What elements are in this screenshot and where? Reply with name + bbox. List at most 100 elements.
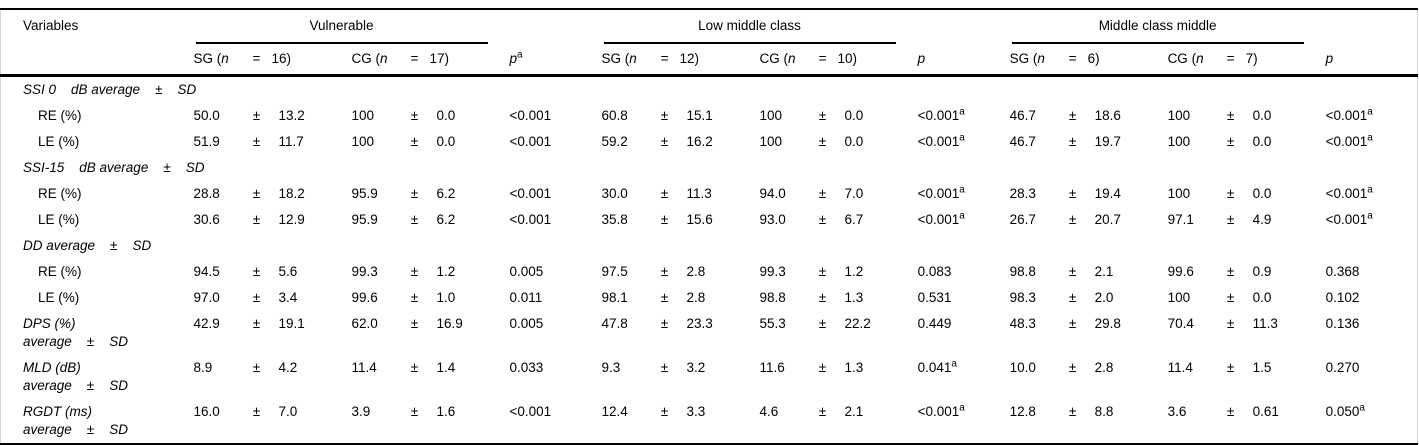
plus-minus-sign: ± <box>410 212 419 227</box>
sg-sd: 2.8 <box>1094 360 1114 375</box>
sg-sd: 3.3 <box>686 404 706 419</box>
sg-header: SG (n <box>601 44 650 77</box>
plus-minus-sign: ± <box>252 134 261 149</box>
row-label-line1: LE (%) <box>38 212 80 227</box>
plus-minus-sign: ± <box>410 316 419 331</box>
cg-mean: 99.6 <box>351 290 378 305</box>
n-symbol: n <box>1037 51 1045 66</box>
sub-header-row: SG (n = 16) CG (n = 17) pa SG (n = 12) C… <box>1 44 1418 77</box>
sg-n-count: 12) <box>679 44 760 77</box>
group-title: Low middle class <box>698 18 801 33</box>
plus-minus-sign: ± <box>1226 264 1235 279</box>
plus-minus-sign: ± <box>660 264 669 279</box>
cg-mean: 55.3 <box>759 316 786 331</box>
plus-minus-sign: ± <box>410 186 419 201</box>
row-label-line1: LE (%) <box>38 290 80 305</box>
sg-sd: 18.6 <box>1094 108 1121 123</box>
sg-sd: 23.3 <box>686 316 713 331</box>
cg-sd: 0.9 <box>1252 264 1272 279</box>
sg-mean: 28.8 <box>193 186 220 201</box>
section-label: DD average ± SD <box>23 238 152 253</box>
equals-sign: = <box>807 44 838 77</box>
plus-minus-sign: ± <box>252 290 261 305</box>
cg-mean: 99.3 <box>759 264 786 279</box>
sg-sd: 20.7 <box>1094 212 1121 227</box>
section-row: SSI-15 dB average ± SD <box>1 155 1418 181</box>
footnote-marker: a <box>959 210 965 222</box>
plus-minus-sign: ± <box>1226 212 1235 227</box>
table-row: RGDT (ms) average ± SD 16.0 ±7.0 3.9 ±1.6 <0.0… <box>1 399 1418 444</box>
equals-sign: = <box>1057 44 1088 77</box>
plus-minus-sign: ± <box>1068 134 1077 149</box>
sg-sd: 2.0 <box>1094 290 1114 305</box>
sg-sd: 15.6 <box>686 212 713 227</box>
row-label-line1: MLD (dB) <box>23 360 81 375</box>
p-value: 0.270 <box>1325 360 1360 375</box>
p-value: <0.001 <box>509 212 552 227</box>
p-value: <0.001a <box>917 210 965 227</box>
table-row: LE (%) 30.6 ±12.9 95.9 ±6.2 <0.001 35.8 ±15.6 93… <box>1 207 1418 233</box>
sg-sd: 19.7 <box>1094 134 1121 149</box>
footnote-marker: a <box>517 49 523 61</box>
group-title: Vulnerable <box>309 18 374 33</box>
plus-minus-sign: ± <box>660 404 669 419</box>
plus-minus-sign: ± <box>660 290 669 305</box>
sg-sd: 2.8 <box>686 290 706 305</box>
sg-mean: 10.0 <box>1009 360 1036 375</box>
cg-sd: 0.61 <box>1252 404 1279 419</box>
sg-mean: 47.8 <box>601 316 628 331</box>
cg-mean: 98.8 <box>759 290 786 305</box>
plus-minus-sign: ± <box>660 212 669 227</box>
sg-sd: 8.8 <box>1094 404 1114 419</box>
row-label: RGDT (ms) average ± SD <box>1 399 194 444</box>
p-header: pa <box>509 44 602 77</box>
sg-sd: 16.2 <box>686 134 713 149</box>
p-column-spacer <box>510 9 602 44</box>
cg-mean: 100 <box>759 108 783 123</box>
plus-minus-sign: ± <box>660 108 669 123</box>
cg-sd: 1.6 <box>436 404 456 419</box>
n-symbol: n <box>221 51 229 66</box>
cg-sd: 16.9 <box>436 316 463 331</box>
table-row: RE (%) 94.5 ±5.6 99.3 ±1.2 0.005 97.5 ±2.8 99.3 ±… <box>1 259 1418 285</box>
table-row: LE (%) 51.9 ±11.7 100 ±0.0 <0.001 59.2 ±16.2 100… <box>1 129 1418 155</box>
p-value: 0.005 <box>509 264 544 279</box>
row-label-line2: average ± SD <box>23 334 128 349</box>
sg-mean: 94.5 <box>193 264 220 279</box>
plus-minus-sign: ± <box>410 108 419 123</box>
cg-sd: 1.2 <box>844 264 864 279</box>
plus-minus-sign: ± <box>818 212 827 227</box>
sg-mean: 59.2 <box>601 134 628 149</box>
footnote-marker: a <box>1367 210 1373 222</box>
p-value: <0.001 <box>509 134 552 149</box>
cg-sd: 6.7 <box>844 212 864 227</box>
row-label: LE (%) <box>1 207 194 233</box>
equals-sign: = <box>1215 44 1246 77</box>
cg-mean: 62.0 <box>351 316 378 331</box>
row-label: RE (%) <box>1 259 194 285</box>
cg-sd: 1.3 <box>844 290 864 305</box>
table-row: RE (%) 50.0 ±13.2 100 ±0.0 <0.001 60.8 ±15.1 100… <box>1 103 1418 129</box>
sg-mean: 9.3 <box>601 360 621 375</box>
group-header-low-middle-class: Low middle class <box>602 9 918 44</box>
footnote-marker: a <box>1367 184 1373 196</box>
cg-mean: 100 <box>1167 186 1191 201</box>
equals-sign: = <box>241 44 272 77</box>
p-value: 0.041a <box>917 358 957 375</box>
p-value: 0.449 <box>917 316 952 331</box>
cg-sd: 6.2 <box>436 186 456 201</box>
cg-header: CG (n <box>759 44 808 77</box>
cg-sd: 11.3 <box>1252 316 1278 331</box>
sg-mean: 28.3 <box>1009 186 1036 201</box>
plus-minus-sign: ± <box>1226 360 1235 375</box>
sg-sd: 15.1 <box>686 108 713 123</box>
plus-minus-sign: ± <box>660 134 669 149</box>
footnote-marker: a <box>951 358 957 370</box>
sg-header-prefix: SG ( <box>1009 51 1038 66</box>
plus-minus-sign: ± <box>252 316 261 331</box>
p-value: <0.001a <box>917 106 965 123</box>
cg-mean: 100 <box>1167 134 1191 149</box>
row-label: RE (%) <box>1 103 194 129</box>
sg-header-prefix: SG ( <box>601 51 630 66</box>
row-label-line1: RE (%) <box>38 264 82 279</box>
